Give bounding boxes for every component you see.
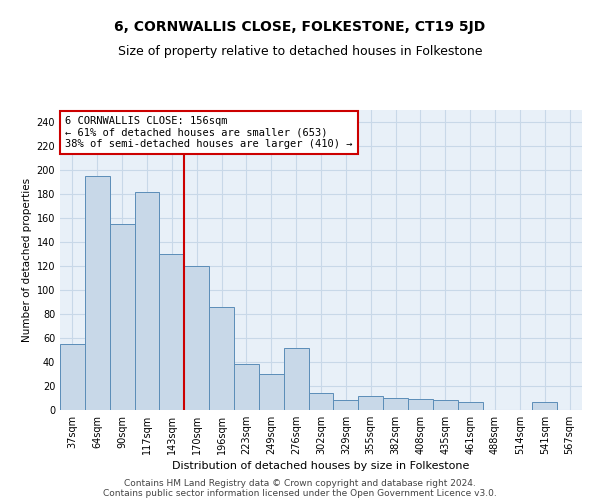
Bar bbox=[383, 398, 408, 410]
Bar bbox=[234, 364, 259, 410]
Bar bbox=[134, 192, 160, 410]
Text: 6, CORNWALLIS CLOSE, FOLKESTONE, CT19 5JD: 6, CORNWALLIS CLOSE, FOLKESTONE, CT19 5J… bbox=[115, 20, 485, 34]
Bar bbox=[60, 344, 85, 410]
Bar bbox=[259, 374, 284, 410]
Bar bbox=[433, 400, 458, 410]
Bar bbox=[458, 402, 482, 410]
Bar bbox=[408, 399, 433, 410]
Y-axis label: Number of detached properties: Number of detached properties bbox=[22, 178, 32, 342]
Bar bbox=[334, 400, 358, 410]
Bar bbox=[184, 266, 209, 410]
Bar bbox=[532, 402, 557, 410]
Bar bbox=[209, 307, 234, 410]
Bar bbox=[284, 348, 308, 410]
Bar bbox=[110, 224, 134, 410]
Text: 6 CORNWALLIS CLOSE: 156sqm
← 61% of detached houses are smaller (653)
38% of sem: 6 CORNWALLIS CLOSE: 156sqm ← 61% of deta… bbox=[65, 116, 353, 149]
Text: Contains public sector information licensed under the Open Government Licence v3: Contains public sector information licen… bbox=[103, 488, 497, 498]
Bar bbox=[160, 254, 184, 410]
Text: Size of property relative to detached houses in Folkestone: Size of property relative to detached ho… bbox=[118, 45, 482, 58]
X-axis label: Distribution of detached houses by size in Folkestone: Distribution of detached houses by size … bbox=[172, 461, 470, 471]
Bar bbox=[85, 176, 110, 410]
Bar bbox=[358, 396, 383, 410]
Text: Contains HM Land Registry data © Crown copyright and database right 2024.: Contains HM Land Registry data © Crown c… bbox=[124, 478, 476, 488]
Bar bbox=[308, 393, 334, 410]
